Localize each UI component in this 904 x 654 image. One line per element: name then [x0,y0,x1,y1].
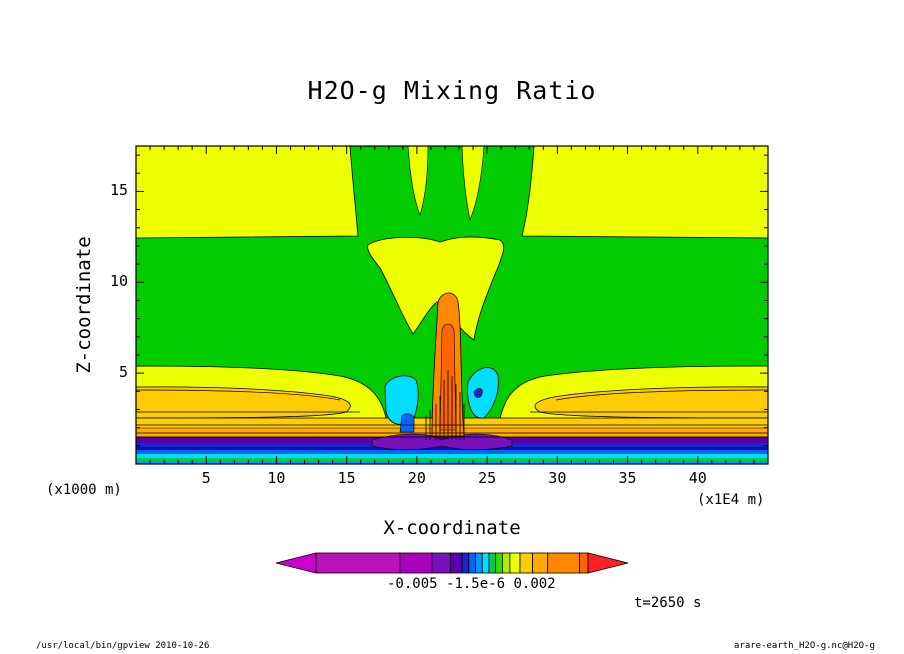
colorbar-label-zero: -1.5e-6 [446,576,506,592]
y-tick-label: 5 [118,363,128,382]
x-tick-label: 35 [618,469,637,487]
colorbar-swatch [431,552,451,574]
axis-ticks [136,146,768,464]
colorbar-swatch [399,552,433,574]
x-tick-label: 30 [548,469,567,487]
band-cyan [136,454,768,458]
x-tick-label: 10 [267,469,286,487]
colorbar-swatch [315,552,401,574]
colorbar-swatch [509,552,521,574]
colorbar-swatch [532,552,549,574]
colorbar-swatch [475,552,483,574]
colorbar-swatch [488,552,497,574]
footer-command: /usr/local/bin/gpview 2010-10-26 [36,641,210,651]
colorbar-swatch [468,552,476,574]
footer-source: arare-earth_H2O-g.nc@H2O-g [734,641,875,651]
layer-contours [136,389,768,438]
colorbar-swatch [449,552,463,574]
y-tick-label: 10 [109,272,128,291]
colorbar-swatch [547,552,581,574]
anvil-yellow-region [367,236,505,341]
x-tick-label: 15 [337,469,356,487]
top-right-yellow-region [521,146,768,239]
y-axis-label: Z-coordinate [73,236,95,374]
blue-spot-left [399,413,415,433]
time-annotation: t=2650 s [634,595,702,611]
cyan-lobe-left [384,375,419,425]
colorbar-label-max: 0.002 [513,576,556,592]
column-streak-right [461,146,485,222]
band-bottom-blue [136,461,768,464]
x-axis-unit: (x1E4 m) [697,492,765,508]
colorbar-labels: -0.005 -1.5e-6 0.002 [387,576,556,592]
colorbar-swatch [579,552,589,574]
cyan-lobe-right [467,367,499,419]
plot-frame [135,145,769,465]
colorbar-swatch [481,552,490,574]
colorbar-swatch [461,552,470,574]
band-blue [136,450,768,454]
colorbar-min-arrow [275,552,317,574]
plot-field [136,146,768,464]
x-tick-label: 20 [407,469,426,487]
colorbar-swatch [501,552,511,574]
blue-spot-right [473,388,483,398]
top-left-yellow-region [136,146,359,239]
x-axis-label: X-coordinate [383,517,521,539]
chart-title: H2O-g Mixing Ratio [307,76,597,105]
band-green [136,458,768,461]
y-tick-label: 15 [109,181,128,200]
column-streak-left [407,146,429,216]
x-tick-label: 5 [201,469,211,487]
x-tick-label: 40 [688,469,707,487]
colorbar-swatch [519,552,533,574]
y-axis-unit: (x1000 m) [46,482,122,498]
colorbar-max-arrow [587,552,629,574]
colorbar-swatch [495,552,503,574]
x-tick-label: 25 [478,469,497,487]
colorbar-label-min: -0.005 [387,576,438,592]
colorbar [275,552,629,574]
band-navy [136,447,768,450]
surface-purple-core [371,433,513,451]
